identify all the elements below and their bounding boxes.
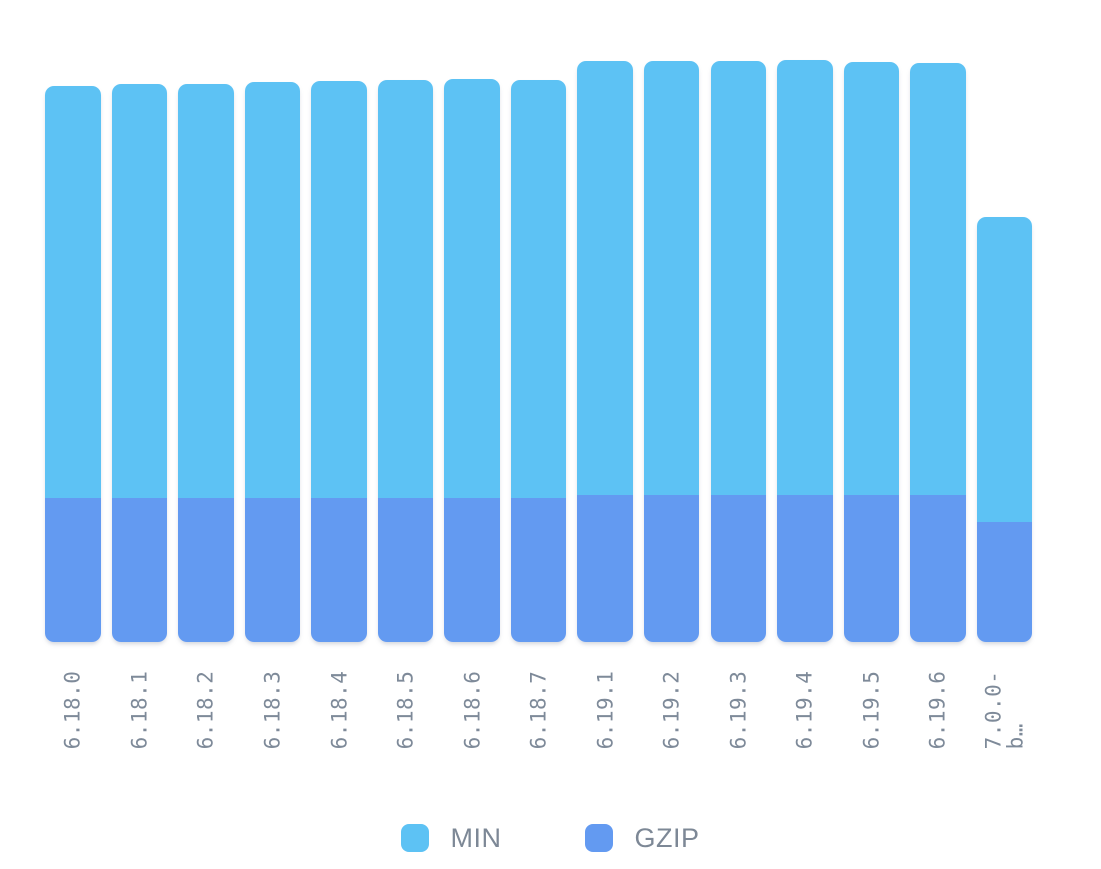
min-segment[interactable] bbox=[178, 83, 234, 498]
bar-7.0.0-b…[interactable] bbox=[976, 217, 1033, 642]
gzip-segment[interactable] bbox=[843, 494, 900, 642]
legend-label-min: MIN bbox=[450, 822, 502, 853]
bar-6.18.7[interactable] bbox=[510, 79, 567, 642]
min-segment[interactable] bbox=[45, 86, 101, 498]
gzip-segment[interactable] bbox=[577, 494, 633, 642]
bar-6.18.5[interactable] bbox=[377, 79, 434, 642]
bar-6.18.2[interactable] bbox=[178, 83, 234, 642]
min-segment[interactable] bbox=[111, 83, 168, 498]
gzip-segment[interactable] bbox=[111, 497, 168, 642]
bar-6.18.3[interactable] bbox=[244, 82, 301, 642]
gzip-segment[interactable] bbox=[178, 497, 234, 642]
legend-label-gzip: GZIP bbox=[634, 822, 700, 853]
min-segment[interactable] bbox=[377, 79, 434, 498]
gzip-segment[interactable] bbox=[377, 497, 434, 642]
min-segment[interactable] bbox=[311, 81, 367, 498]
min-segment[interactable] bbox=[710, 60, 766, 495]
gzip-segment[interactable] bbox=[643, 494, 700, 642]
bar-6.19.1[interactable] bbox=[577, 61, 633, 642]
min-segment[interactable] bbox=[444, 78, 500, 498]
min-segment[interactable] bbox=[910, 63, 966, 495]
gzip-segment[interactable] bbox=[444, 497, 500, 642]
gzip-swatch-icon bbox=[585, 824, 614, 852]
legend-item-min[interactable]: MIN bbox=[401, 823, 501, 854]
bar-6.18.1[interactable] bbox=[111, 83, 168, 642]
min-segment[interactable] bbox=[643, 61, 700, 495]
bar-6.19.6[interactable] bbox=[910, 63, 966, 642]
min-segment[interactable] bbox=[244, 82, 301, 498]
min-segment[interactable] bbox=[510, 79, 567, 498]
bar-6.18.6[interactable] bbox=[444, 78, 500, 642]
min-segment[interactable] bbox=[777, 59, 833, 495]
legend: MIN GZIP bbox=[0, 810, 1101, 866]
min-segment[interactable] bbox=[843, 62, 900, 495]
min-swatch-icon bbox=[401, 824, 430, 852]
bar-6.18.4[interactable] bbox=[311, 81, 367, 642]
bar-6.19.3[interactable] bbox=[710, 60, 766, 642]
min-segment[interactable] bbox=[976, 217, 1033, 522]
min-segment[interactable] bbox=[577, 61, 633, 495]
gzip-segment[interactable] bbox=[311, 497, 367, 642]
bar-6.18.0[interactable] bbox=[45, 86, 101, 642]
gzip-segment[interactable] bbox=[45, 497, 101, 642]
gzip-segment[interactable] bbox=[910, 494, 966, 642]
bar-6.19.4[interactable] bbox=[777, 59, 833, 642]
gzip-segment[interactable] bbox=[510, 497, 567, 642]
bar-6.19.5[interactable] bbox=[843, 62, 900, 642]
gzip-segment[interactable] bbox=[710, 494, 766, 642]
gzip-segment[interactable] bbox=[244, 497, 301, 642]
gzip-segment[interactable] bbox=[777, 494, 833, 642]
bar-6.19.2[interactable] bbox=[643, 61, 700, 642]
gzip-segment[interactable] bbox=[976, 522, 1033, 642]
legend-item-gzip[interactable]: GZIP bbox=[585, 823, 699, 854]
